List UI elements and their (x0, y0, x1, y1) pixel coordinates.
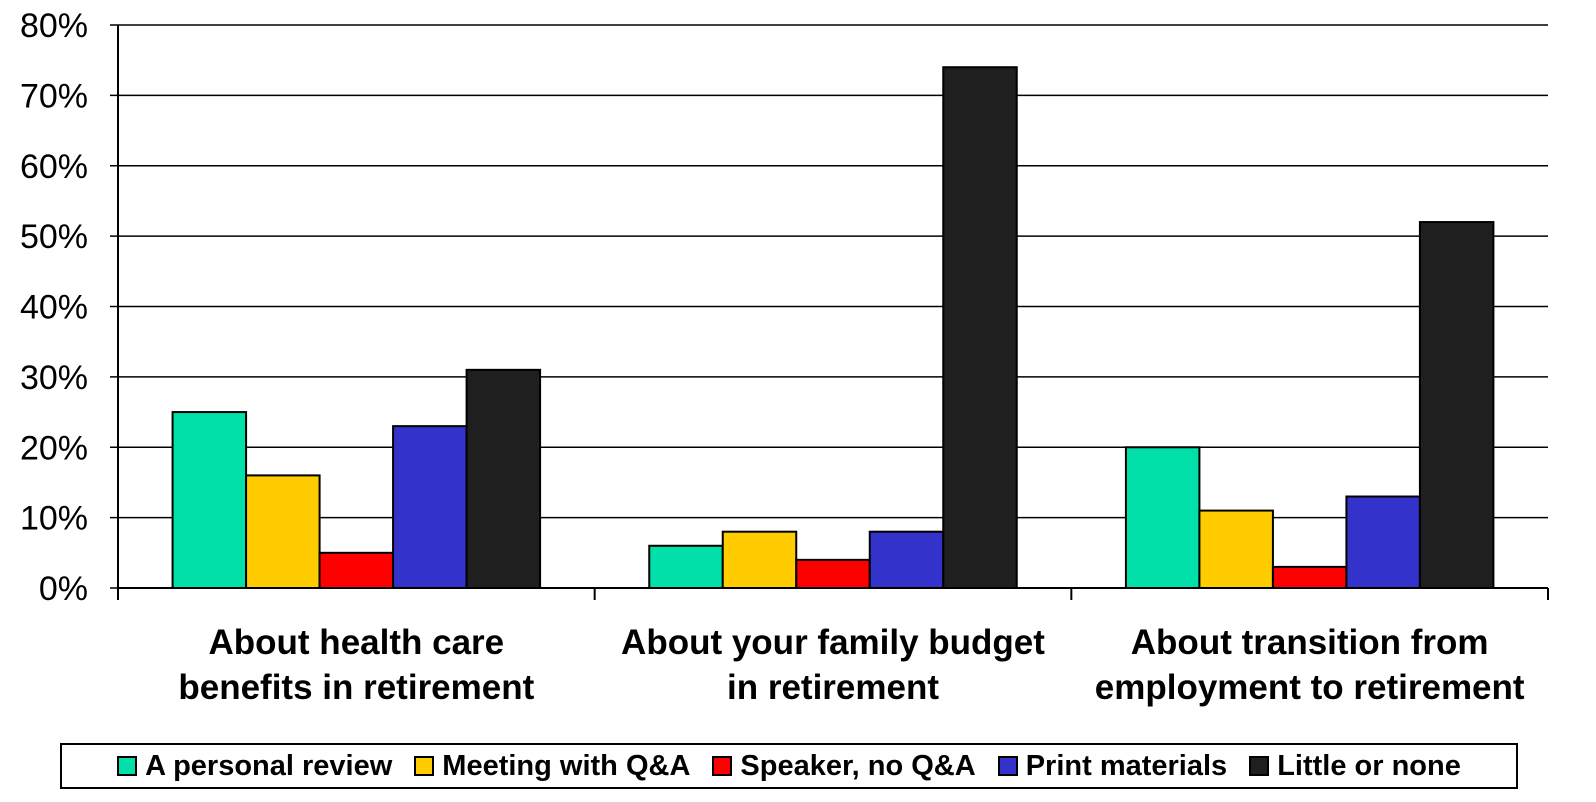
y-tick-label: 30% (20, 359, 88, 397)
legend-label: Print materials (1025, 749, 1228, 782)
bars (171, 66, 1495, 590)
bar-meeting-with-q-a-0 (245, 474, 321, 589)
legend-item: Meeting with Q&A (414, 750, 690, 783)
legend-item: Print materials (997, 749, 1228, 783)
bar-meeting-with-q-a-1 (721, 530, 798, 590)
x-category-label: About transition from employment to retir… (1095, 623, 1525, 707)
bar-chart: 0% 10% 20% 30% 40% 50% 60% 70% 80% About health … (20, 7, 1549, 707)
legend-label: Speaker, no Q&A (740, 749, 976, 782)
y-tick-label: 50% (20, 218, 88, 256)
legend-item: Little or none (1249, 750, 1461, 783)
bar-print-materials-0 (392, 425, 468, 590)
gridlines (118, 24, 1548, 589)
axes (117, 25, 1549, 600)
bar-print-materials-2 (1345, 495, 1421, 590)
legend-swatch (414, 756, 435, 776)
y-tick-label: 10% (20, 500, 88, 538)
bar-a-personal-review-0 (171, 411, 248, 589)
bar-speaker-no-q-a-0 (318, 551, 395, 589)
bar-speaker-no-q-a-1 (795, 558, 871, 589)
bar-little-or-none-1 (942, 66, 1018, 590)
y-tick-label: 20% (20, 429, 88, 467)
y-tick-label: 70% (20, 77, 88, 115)
legend-swatch (712, 756, 733, 776)
bar-a-personal-review-2 (1124, 446, 1201, 589)
legend: A personal review Meeting with Q&A Speaker… (60, 743, 1518, 789)
legend-swatch (997, 756, 1018, 776)
bar-meeting-with-q-a-2 (1198, 509, 1274, 589)
y-tick-label: 0% (39, 570, 88, 608)
y-tick-label: 40% (20, 289, 88, 327)
legend-swatch (117, 756, 138, 776)
bar-a-personal-review-1 (648, 544, 724, 590)
y-axis-ticks: 0% 10% 20% 30% 40% 50% 60% 70% 80% (20, 7, 118, 608)
bar-speaker-no-q-a-2 (1271, 565, 1348, 590)
y-tick-label: 80% (20, 7, 88, 45)
x-category-label: About your family budget in retirement (621, 623, 1045, 707)
x-axis-categories: About health care benefits in retirement A… (178, 623, 1525, 707)
x-category-label: About health care benefits in retirement (178, 623, 534, 707)
y-tick-label: 60% (20, 148, 88, 186)
legend-item: A personal review (117, 750, 392, 783)
bar-little-or-none-2 (1418, 221, 1495, 590)
bar-little-or-none-0 (465, 368, 542, 589)
bar-print-materials-1 (868, 530, 945, 590)
legend-label: A personal review (145, 749, 393, 782)
legend-item: Speaker, no Q&A (712, 749, 976, 783)
legend-label: Little or none (1277, 749, 1461, 782)
legend-label: Meeting with Q&A (442, 749, 691, 782)
legend-swatch (1249, 756, 1270, 776)
